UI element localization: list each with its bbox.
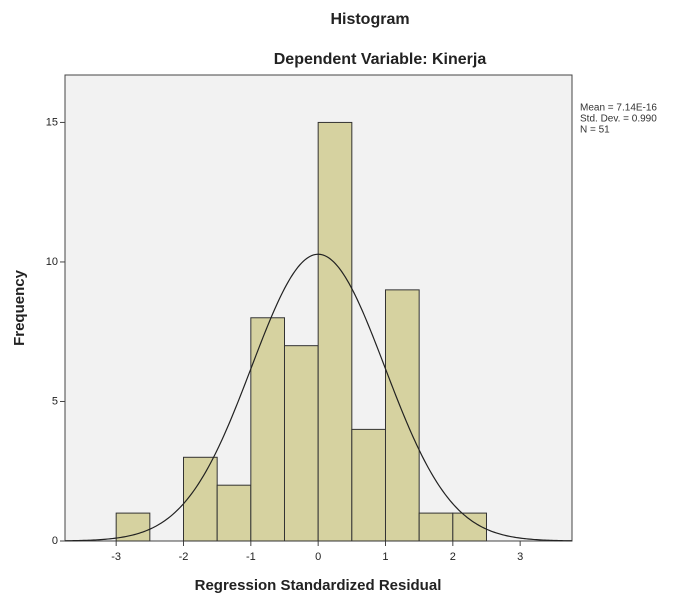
bar [385, 290, 419, 541]
x-axis-label: Regression Standardized Residual [195, 577, 442, 594]
y-axis-label: Frequency [11, 269, 28, 346]
chart-title: Histogram [330, 11, 409, 28]
y-tick-label: 10 [46, 256, 58, 268]
x-tick-label: 1 [382, 551, 388, 563]
x-tick-label: 2 [450, 551, 456, 563]
stats-label: N = 51 [580, 125, 610, 136]
bar [184, 457, 218, 541]
y-tick-label: 0 [52, 535, 58, 547]
chart-subtitle: Dependent Variable: Kinerja [274, 51, 487, 68]
chart: Histogram Dependent Variable: Kinerja Re… [0, 0, 684, 596]
x-tick-label: 0 [315, 551, 321, 563]
bar [419, 513, 453, 541]
x-tick-label: -3 [111, 551, 121, 563]
bar [352, 429, 386, 541]
y-tick-label: 15 [46, 116, 58, 128]
x-tick-label: -2 [179, 551, 189, 563]
bar [251, 318, 285, 541]
stats-label: Mean = 7.14E-16 [580, 103, 657, 114]
bar [217, 485, 251, 541]
bar [318, 122, 352, 541]
stats-label: Std. Dev. = 0.990 [580, 114, 657, 125]
x-tick-label: 3 [517, 551, 523, 563]
y-tick-label: 5 [52, 395, 58, 407]
bar [284, 346, 318, 541]
x-tick-label: -1 [246, 551, 256, 563]
